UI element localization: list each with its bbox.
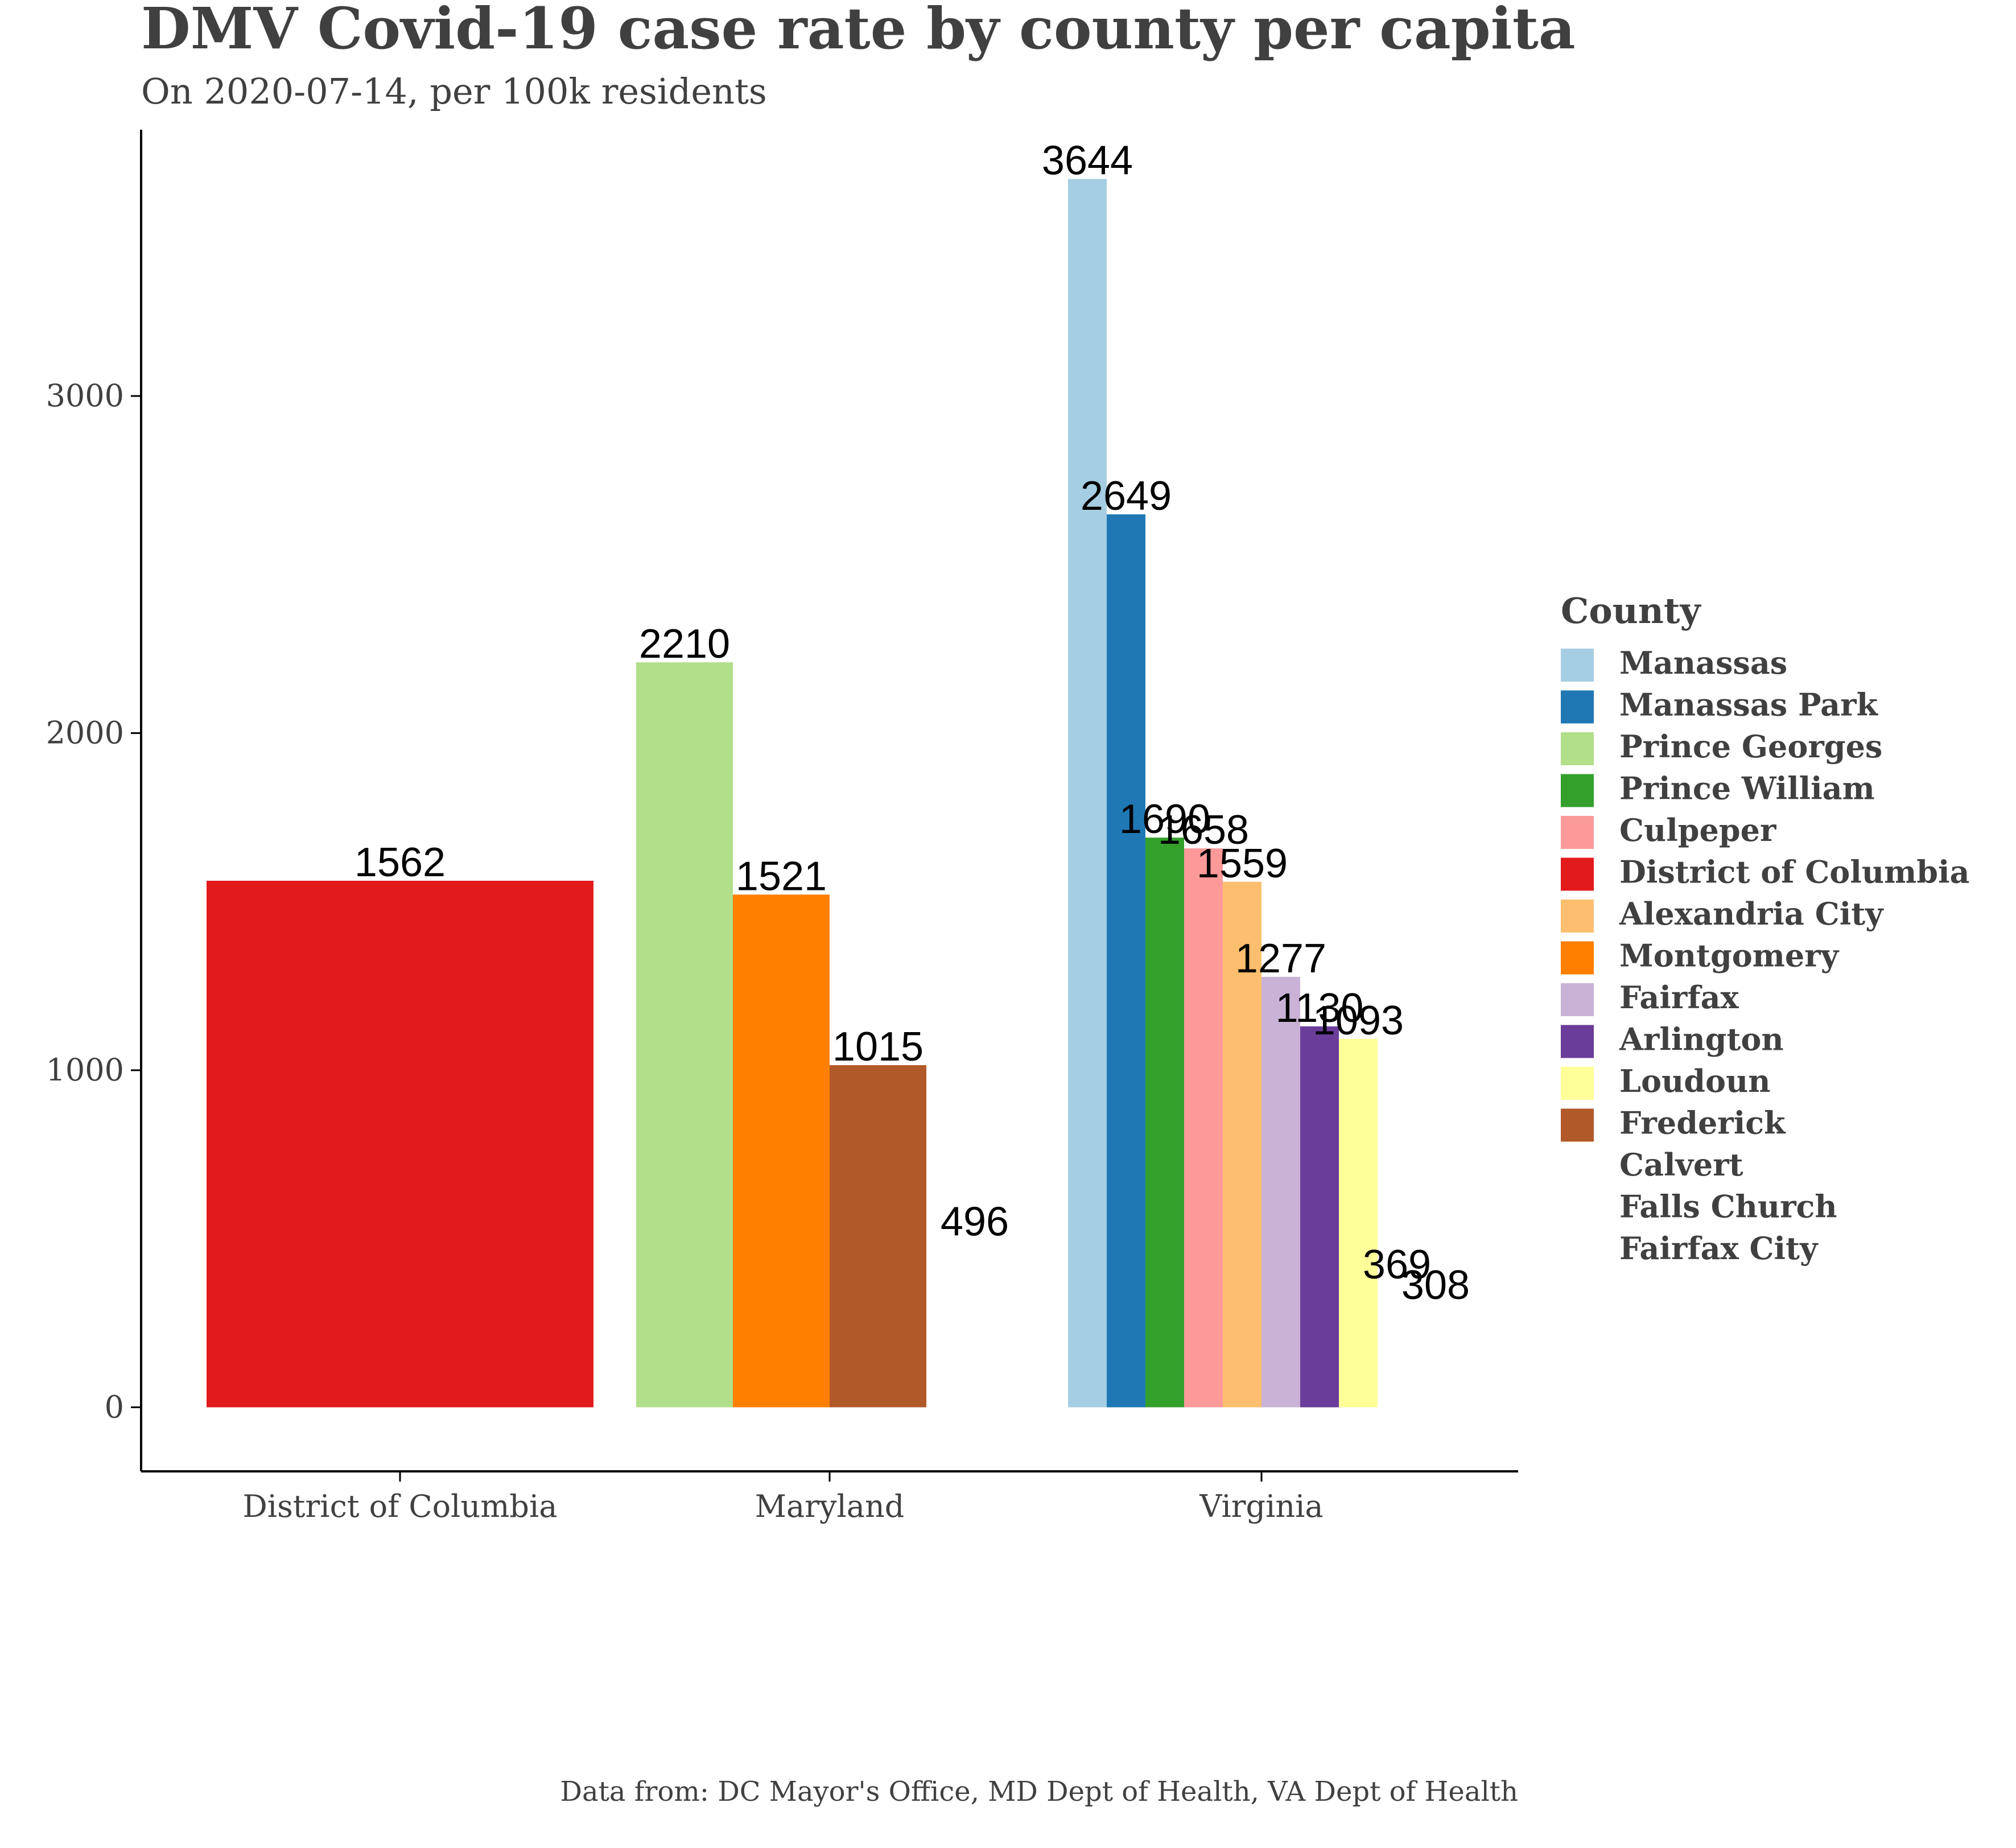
y-tick-label: 1000 (46, 1052, 124, 1088)
chart-title: DMV Covid-19 case rate by county per cap… (141, 0, 1576, 62)
legend-key (1561, 1025, 1594, 1058)
legend-label: Calvert (1619, 1146, 1743, 1183)
legend-label: Arlington (1619, 1021, 1784, 1058)
bar-district-of-columbia (207, 881, 593, 1408)
x-tick-label: District of Columbia (243, 1488, 558, 1524)
data-label: 1521 (736, 853, 827, 899)
legend-label: Frederick (1619, 1105, 1786, 1141)
legend-key (1561, 732, 1594, 765)
legend-label: Fairfax (1619, 979, 1739, 1016)
data-label: 1559 (1197, 841, 1288, 886)
legend-key (1561, 900, 1594, 933)
chart-subtitle: On 2020-07-14, per 100k residents (141, 71, 767, 112)
y-tick-label: 0 (105, 1389, 124, 1425)
legend-label: Falls Church (1619, 1189, 1837, 1225)
legend-title: County (1561, 590, 1701, 632)
y-tick-label: 2000 (46, 715, 124, 751)
bar-alexandria-city (1223, 881, 1261, 1408)
x-tick-label: Virginia (1199, 1488, 1323, 1524)
data-label: 1093 (1313, 998, 1404, 1043)
data-label: 1658 (1158, 807, 1249, 853)
legend-label: Alexandria City (1619, 896, 1884, 932)
data-label: 369 (1363, 1242, 1431, 1288)
legend-key (1561, 941, 1594, 975)
legend-label: Prince William (1619, 770, 1875, 807)
legend-key (1561, 1108, 1594, 1142)
legend-label: Manassas (1619, 645, 1787, 681)
legend-label: Loudoun (1619, 1063, 1771, 1099)
legend-key (1561, 857, 1594, 891)
data-label: 1277 (1235, 936, 1326, 981)
bar-montgomery (733, 894, 830, 1408)
data-label: 1690 (1119, 797, 1210, 842)
data-label: 1130 (1276, 985, 1364, 1031)
legend-label: Culpeper (1619, 812, 1776, 848)
data-label: 2649 (1081, 473, 1172, 519)
legend-key (1561, 774, 1594, 807)
data-label: 496 (941, 1199, 1009, 1245)
chart-caption: Data from: DC Mayor's Office, MD Dept of… (560, 1776, 1519, 1808)
y-tick-label: 3000 (46, 378, 124, 414)
bar-manassas (1068, 179, 1107, 1408)
legend-key (1561, 690, 1594, 724)
legend-key (1561, 1067, 1594, 1100)
bar-arlington (1300, 1026, 1339, 1408)
plot-area: 0 1000 2000 3000 District of Columbia Marylan… (46, 130, 1518, 1524)
legend-key (1561, 649, 1594, 682)
data-label: 2210 (639, 621, 730, 667)
bar-fairfax (1261, 976, 1300, 1408)
bar-culpeper (1184, 848, 1223, 1408)
x-tick-label: Maryland (755, 1488, 905, 1524)
bar-prince-georges (636, 662, 733, 1408)
legend-label: Manassas Park (1619, 687, 1879, 723)
bar-loudoun (1339, 1038, 1378, 1408)
legend-key (1561, 816, 1594, 849)
legend-key (1561, 983, 1594, 1016)
bar-prince-william (1145, 838, 1184, 1408)
data-label: 1015 (832, 1024, 924, 1070)
data-label: 3644 (1042, 138, 1133, 183)
legend-label: Montgomery (1619, 938, 1840, 974)
legend-label: District of Columbia (1619, 854, 1970, 890)
legend: County Manassas Manassas Park Prince Georg… (1561, 590, 1970, 1267)
bar-frederick (830, 1065, 926, 1408)
bar-manassas-park (1107, 514, 1145, 1408)
data-label: 1562 (354, 840, 446, 885)
data-label: 308 (1401, 1263, 1470, 1308)
legend-label: Prince Georges (1619, 728, 1882, 765)
legend-label: Fairfax City (1619, 1230, 1819, 1267)
